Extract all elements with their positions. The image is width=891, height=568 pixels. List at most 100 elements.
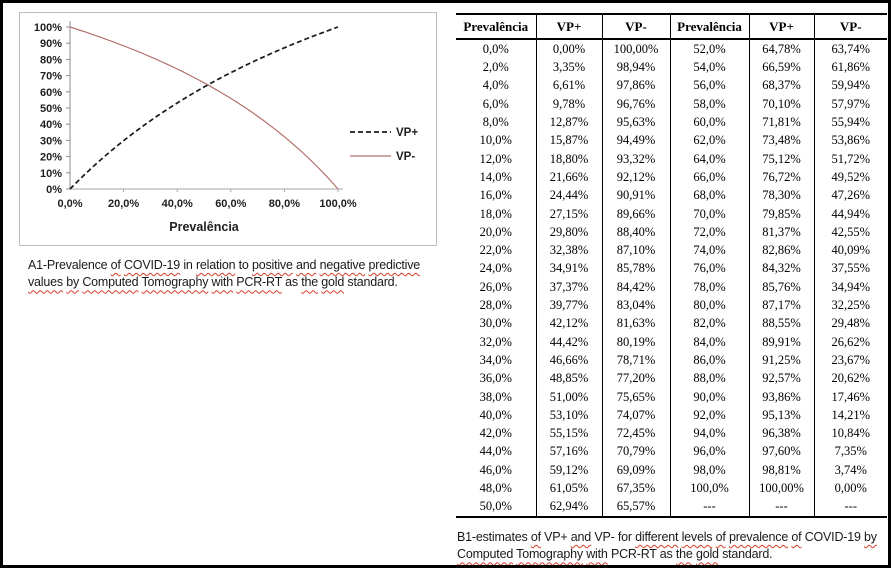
- table-cell: 100,0%: [669, 479, 749, 498]
- table-body: 0,0% 0,00% 100,00% 52,0% 64,78% 63,74% 2,0% 3,3…: [456, 39, 887, 517]
- table-cell: 18,80%: [535, 149, 602, 169]
- table-cell: 64,78%: [748, 39, 814, 59]
- misspelled-word: of: [715, 530, 726, 544]
- table-cell: 85,76%: [748, 277, 814, 297]
- caption-line: B1-estimates of VP+ and VP- for differen…: [457, 529, 888, 546]
- table-cell: 63,74%: [813, 39, 887, 59]
- table-row: 34,0% 46,66% 78,71% 86,0% 91,25% 23,67%: [456, 351, 887, 370]
- table-cell: 65,57%: [601, 497, 670, 517]
- table-cell: 89,66%: [601, 204, 670, 223]
- caption-word: VP+: [544, 530, 568, 544]
- table-cell: ---: [813, 497, 887, 517]
- table-cell: 55,15%: [535, 424, 602, 443]
- table-cell: 55,94%: [813, 113, 887, 132]
- y-tick-label: 0%: [46, 184, 62, 196]
- table-cell: 64,0%: [669, 149, 749, 169]
- table-cell: 40,09%: [813, 241, 887, 260]
- y-tick-label: 10%: [40, 168, 62, 180]
- table-cell: 92,12%: [601, 168, 670, 187]
- table-cell: 95,13%: [748, 405, 814, 425]
- y-tick-label: 100%: [34, 22, 62, 34]
- misspelled-word: of: [110, 258, 121, 272]
- misspelled-word: and: [570, 530, 592, 544]
- x-tick-label: 0,0%: [57, 198, 82, 210]
- table-cell: 72,45%: [601, 424, 670, 443]
- caption-word: as: [659, 547, 673, 562]
- caption-word: in: [183, 258, 193, 272]
- table-cell: 85,78%: [601, 259, 670, 278]
- x-tick-label: 100,0%: [319, 198, 357, 210]
- table-cell: 78,0%: [669, 277, 749, 297]
- table-cell: 76,0%: [669, 259, 749, 278]
- caption-word: B1-estimates: [457, 530, 528, 544]
- table-cell: 53,10%: [535, 405, 602, 425]
- caption-word: standard.: [347, 275, 398, 290]
- header-row: Prevalência VP+ VP- Prevalência VP+ VP-: [456, 14, 887, 40]
- y-tick-label: 30%: [40, 135, 62, 147]
- table-cell: 81,37%: [748, 222, 814, 242]
- table-cell: 71,81%: [748, 113, 814, 132]
- table-row: 0,0% 0,00% 100,00% 52,0% 64,78% 63,74%: [456, 39, 887, 59]
- table-cell: 17,46%: [813, 387, 887, 406]
- table-cell: ---: [748, 497, 814, 517]
- table-row: 20,0% 29,80% 88,40% 72,0% 81,37% 42,55%: [456, 222, 887, 242]
- table-row: 6,0% 9,78% 96,76% 58,0% 70,10% 57,97%: [456, 94, 887, 114]
- table-cell: 96,0%: [669, 442, 749, 461]
- table-cell: 16,0%: [479, 188, 512, 203]
- table-cell: 91,25%: [748, 351, 814, 370]
- table-row: 32,0% 44,42% 80,19% 84,0% 89,91% 26,62%: [456, 332, 887, 352]
- table-cell: 67,35%: [601, 479, 670, 498]
- table-row: 12,0% 18,80% 93,32% 64,0% 75,12% 51,72%: [456, 149, 887, 169]
- table-cell: 86,0%: [669, 351, 749, 370]
- table-cell: 10,84%: [813, 424, 887, 443]
- table-cell: 56,0%: [669, 76, 749, 95]
- table-cell: 57,97%: [813, 94, 887, 114]
- table-row: 28,0% 39,77% 83,04% 80,0% 87,17% 32,25%: [456, 296, 887, 315]
- table-cell: 75,12%: [748, 149, 814, 169]
- table-cell: 60,0%: [669, 113, 749, 132]
- table-cell: 10,0%: [479, 133, 512, 148]
- table-cell: 93,32%: [601, 149, 670, 169]
- misspelled-word: of: [791, 530, 802, 544]
- table-cell: 84,0%: [669, 332, 749, 352]
- series-line-VP-: [69, 26, 339, 190]
- misspelled-word: of: [530, 530, 541, 544]
- misspelled-word: COVID-19: [123, 258, 181, 272]
- table-cell: 98,81%: [748, 460, 814, 480]
- table-cell: 87,10%: [601, 241, 670, 260]
- table-cell: 70,10%: [748, 94, 814, 114]
- table-cell: 51,00%: [535, 387, 602, 406]
- table-cell: 32,0%: [479, 334, 512, 349]
- column-header: VP+: [748, 14, 814, 40]
- table-cell: 24,0%: [479, 261, 512, 276]
- caption-word: VP-: [594, 530, 615, 544]
- table-row: 14,0% 21,66% 92,12% 66,0% 76,72% 49,52%: [456, 168, 887, 187]
- table-cell: 42,0%: [479, 426, 512, 441]
- table-cell: 84,42%: [601, 277, 670, 297]
- table-cell: 75,65%: [601, 387, 670, 406]
- table-cell: 9,78%: [535, 94, 602, 114]
- legend-label: VP-: [396, 151, 415, 163]
- table-cell: 32,25%: [813, 296, 887, 315]
- table-cell: 87,17%: [748, 296, 814, 315]
- table-cell: 44,0%: [479, 444, 512, 459]
- table-cell: 72,0%: [669, 222, 749, 242]
- misspelled-word: PCR-RT: [236, 275, 282, 290]
- table-cell: 59,12%: [535, 460, 602, 480]
- table-cell: 37,37%: [535, 277, 602, 297]
- table-cell: 66,0%: [669, 168, 749, 187]
- table-cell: 78,30%: [748, 186, 814, 205]
- table-cell: 82,0%: [669, 314, 749, 333]
- misspelled-word: relation: [195, 258, 236, 272]
- misspelled-word: and: [296, 258, 317, 272]
- table-cell: 30,0%: [479, 316, 512, 331]
- table-cell: 76,72%: [748, 168, 814, 187]
- table-row: 44,0% 57,16% 70,79% 96,0% 97,60% 7,35%: [456, 442, 887, 461]
- table-cell: 27,15%: [535, 204, 602, 223]
- table-cell: 38,0%: [479, 389, 512, 404]
- y-tick-label: 80%: [40, 54, 62, 66]
- results-table: Prevalência VP+ VP- Prevalência VP+ VP- 0,0% 0…: [456, 13, 887, 518]
- table-cell: 29,48%: [813, 314, 887, 333]
- y-tick-label: 70%: [40, 71, 62, 83]
